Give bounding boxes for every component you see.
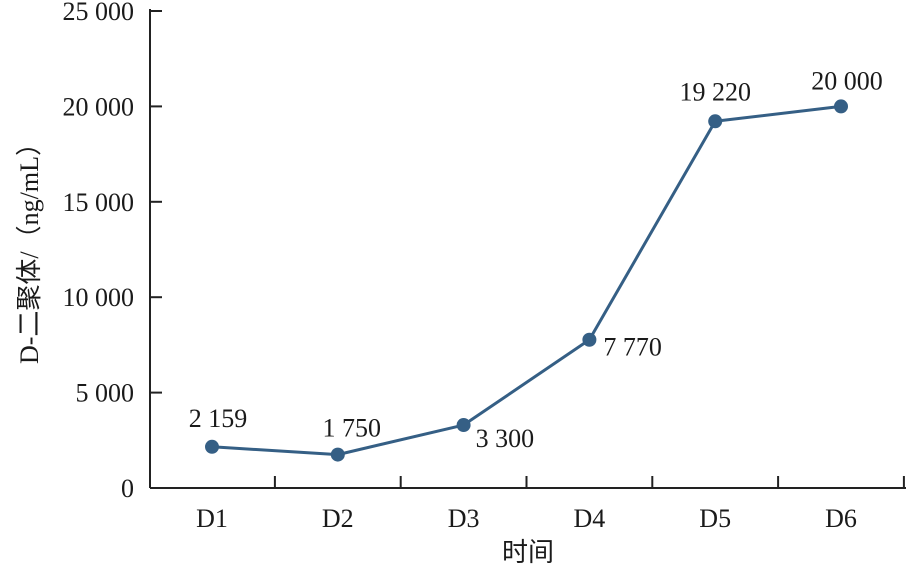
x-tick-label: D4	[574, 504, 606, 533]
x-tick-label: D6	[825, 504, 857, 533]
y-tick-label: 15 000	[63, 188, 135, 217]
data-point	[330, 447, 345, 462]
axes	[149, 9, 906, 489]
data-label: 2 159	[189, 404, 248, 433]
data-point	[708, 114, 723, 129]
x-tick-label: D5	[699, 504, 731, 533]
data-point	[582, 332, 597, 347]
data-label: 7 770	[603, 333, 662, 362]
data-label: 20 000	[811, 66, 883, 95]
x-axis-label: 时间	[502, 538, 554, 567]
y-tick-label: 20 000	[63, 92, 135, 121]
data-label: 19 220	[679, 77, 751, 106]
y-tick-label: 25 000	[63, 0, 135, 26]
data-point	[456, 418, 471, 433]
y-tick-label: 5 000	[76, 379, 135, 408]
x-tick-label: D2	[322, 504, 354, 533]
data-label: 1 750	[323, 414, 382, 443]
y-tick-label: 10 000	[63, 283, 135, 312]
y-tick-label: 0	[121, 474, 134, 503]
x-tick-label: D3	[448, 504, 480, 533]
x-tick-label: D1	[196, 504, 228, 533]
data-label: 3 300	[476, 424, 534, 453]
y-ticks: 0 5 000 10 000 15 000 20 000 25 000	[63, 0, 162, 503]
series-line	[210, 104, 843, 457]
y-axis-label: D-二聚体/（ng/mL）	[15, 130, 44, 364]
data-point	[205, 439, 219, 454]
series: 2 159 1 750 3 300 7 770 19 220 20 000	[189, 66, 883, 462]
data-point	[834, 99, 848, 114]
x-ticks: D1 D2 D3 D4 D5 D6	[196, 476, 905, 533]
